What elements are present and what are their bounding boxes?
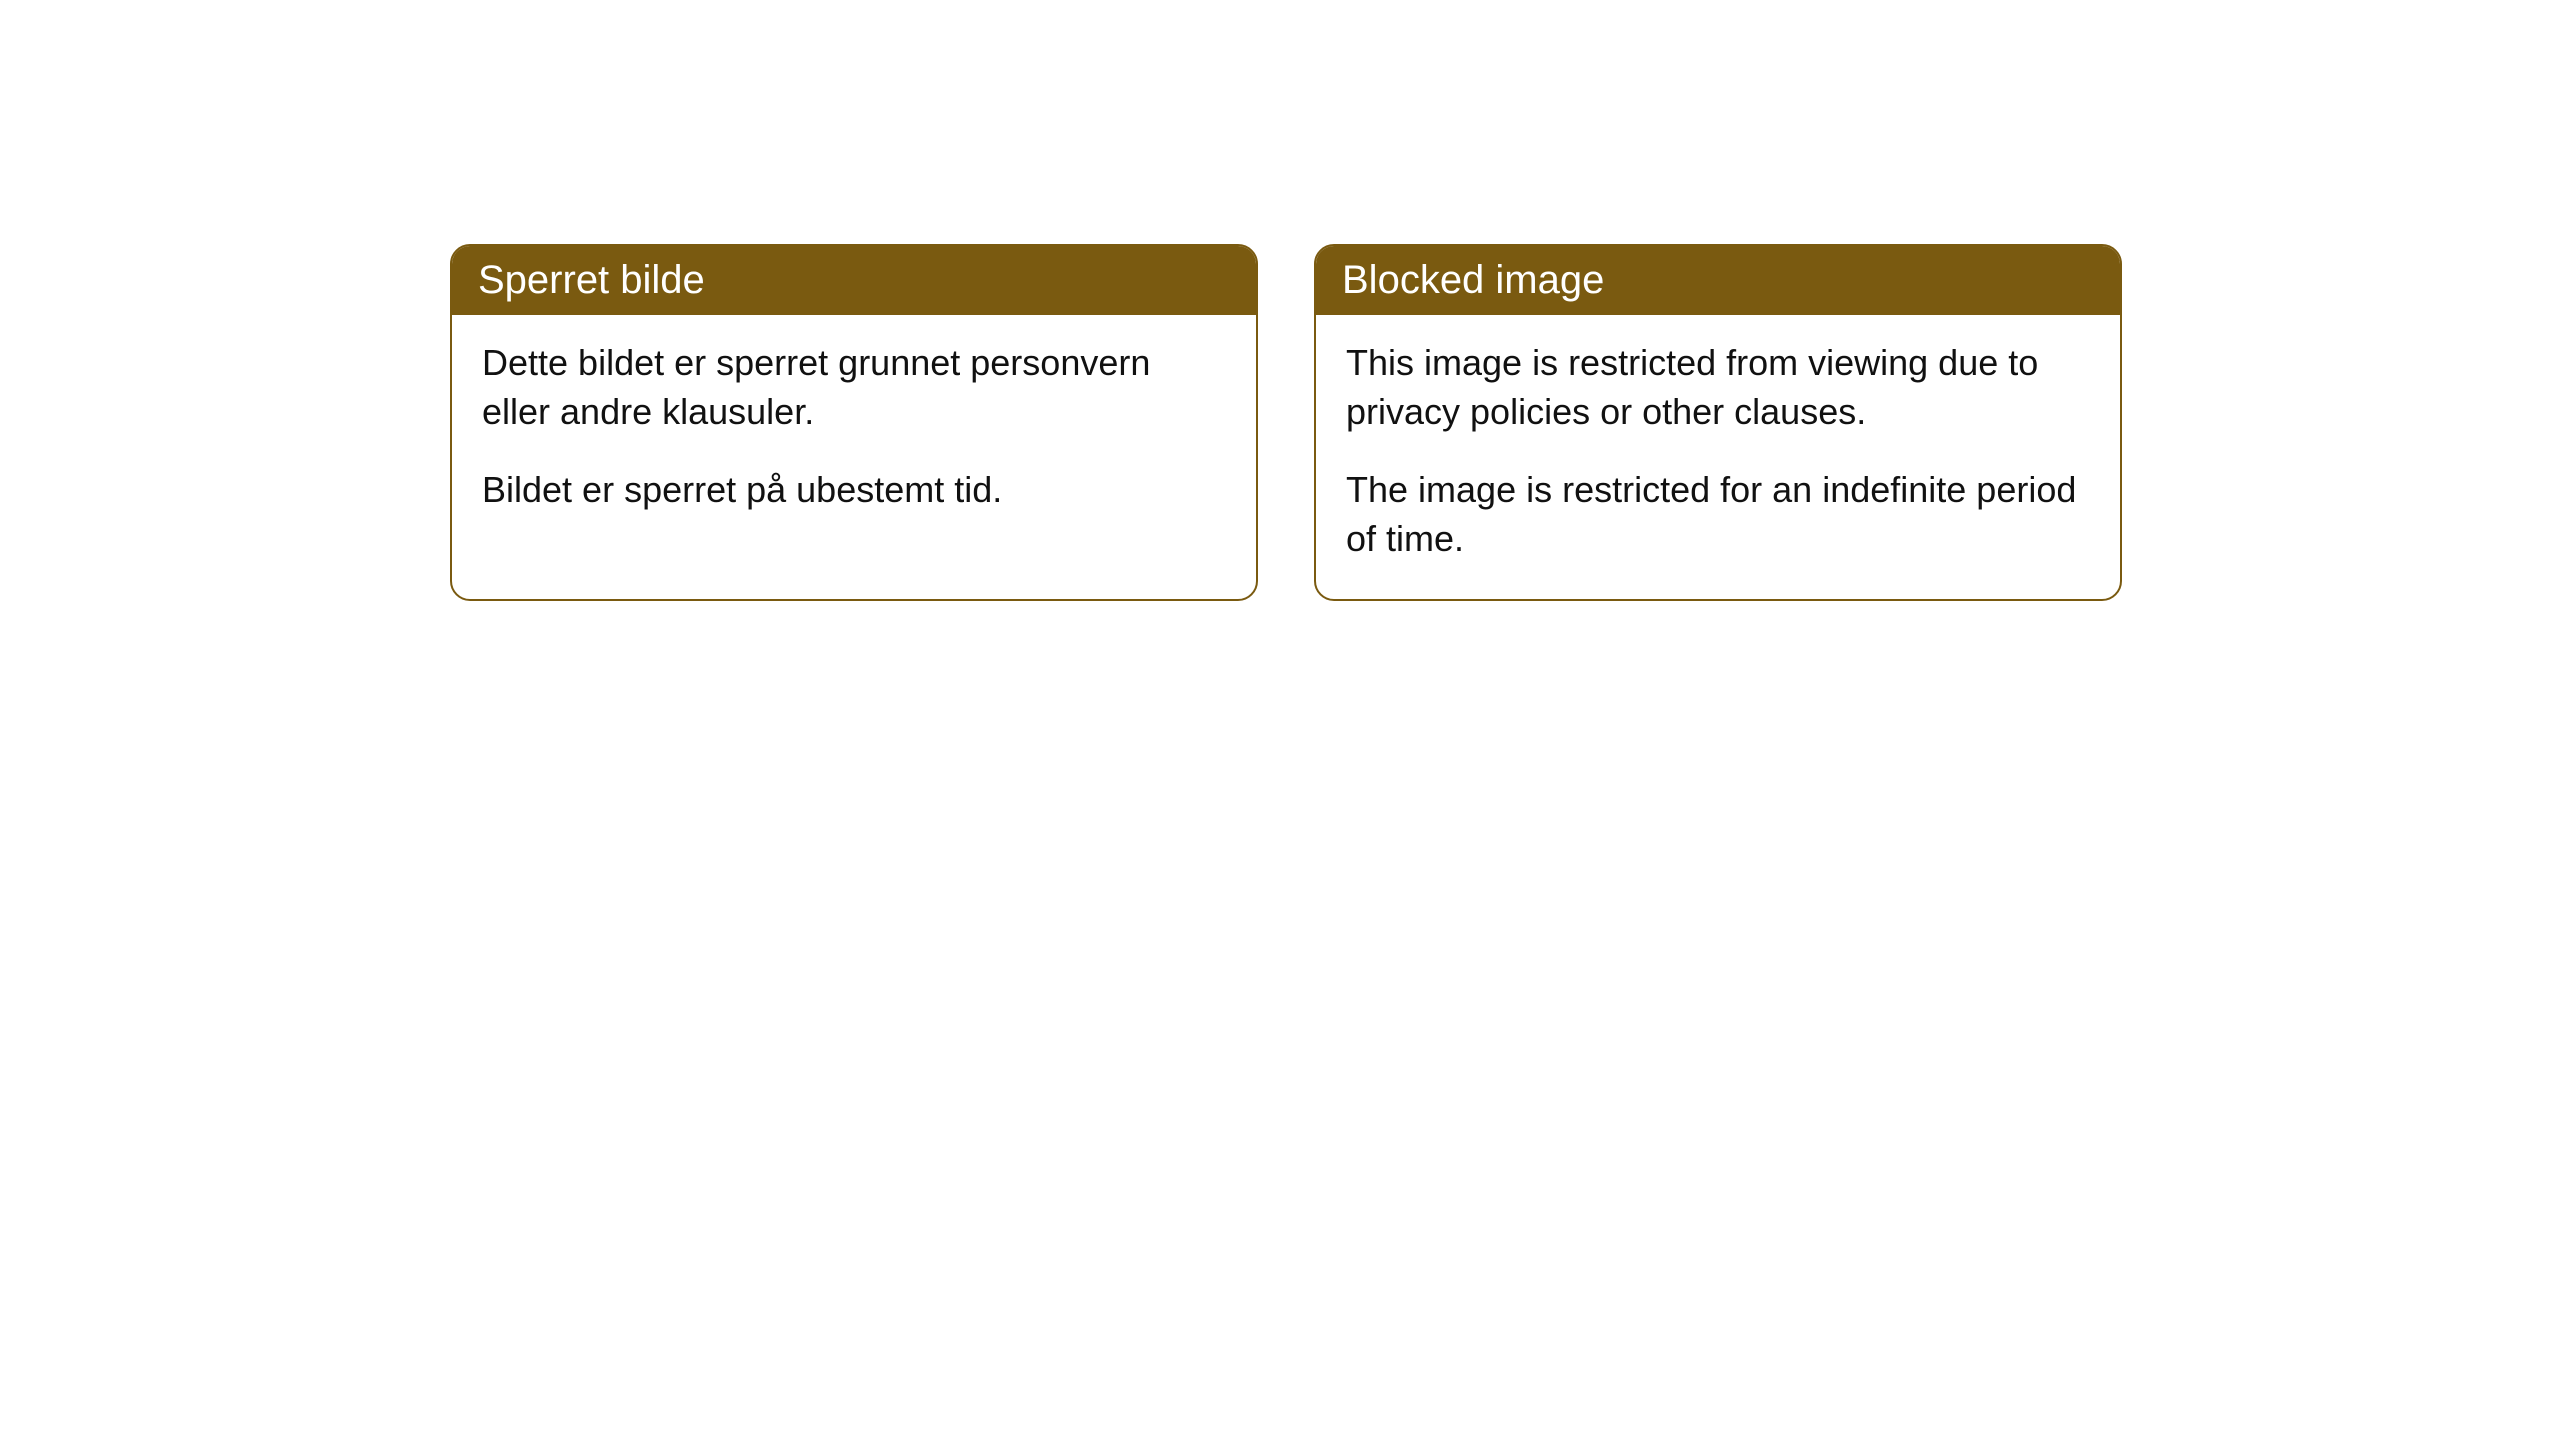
blocked-image-card-english: Blocked image This image is restricted f… [1314, 244, 2122, 601]
notice-cards-container: Sperret bilde Dette bildet er sperret gr… [450, 244, 2122, 601]
card-body-norwegian: Dette bildet er sperret grunnet personve… [452, 315, 1256, 551]
card-body-english: This image is restricted from viewing du… [1316, 315, 2120, 599]
card-text-norwegian-1: Dette bildet er sperret grunnet personve… [482, 339, 1226, 436]
card-text-norwegian-2: Bildet er sperret på ubestemt tid. [482, 466, 1226, 515]
card-header-norwegian: Sperret bilde [452, 246, 1256, 315]
card-text-english-2: The image is restricted for an indefinit… [1346, 466, 2090, 563]
card-header-english: Blocked image [1316, 246, 2120, 315]
blocked-image-card-norwegian: Sperret bilde Dette bildet er sperret gr… [450, 244, 1258, 601]
card-text-english-1: This image is restricted from viewing du… [1346, 339, 2090, 436]
